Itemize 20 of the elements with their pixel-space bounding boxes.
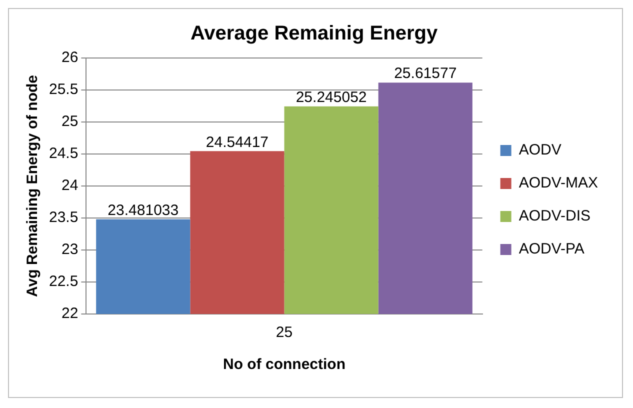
chart-title: Average Remainig Energy bbox=[190, 22, 438, 45]
legend-label: AODV-MAX bbox=[518, 174, 598, 192]
y-tick-label: 23.5 bbox=[48, 209, 78, 226]
legend-label: AODV-DIS bbox=[518, 208, 591, 225]
y-tick-label: 22 bbox=[62, 305, 78, 322]
y-tick-label: 23 bbox=[62, 241, 78, 258]
y-tick-label: 22.5 bbox=[48, 273, 78, 290]
y-tick-label: 24 bbox=[62, 177, 78, 194]
x-axis-title: No of connection bbox=[223, 356, 346, 374]
data-label: 25.245052 bbox=[296, 88, 367, 106]
y-axis-title: Avg Remaining Energy of node bbox=[24, 75, 42, 297]
data-label: 24.54417 bbox=[206, 134, 269, 151]
legend-label: AODV-PA bbox=[518, 240, 584, 258]
y-tick-label: 25.5 bbox=[48, 81, 78, 98]
y-tick-label: 25 bbox=[62, 113, 78, 130]
legend-label: AODV bbox=[518, 142, 562, 159]
data-label: 25.61577 bbox=[394, 65, 457, 82]
data-label: 23.481033 bbox=[108, 202, 179, 219]
y-tick-label: 24.5 bbox=[48, 145, 78, 162]
y-tick-label: 26 bbox=[62, 49, 78, 66]
